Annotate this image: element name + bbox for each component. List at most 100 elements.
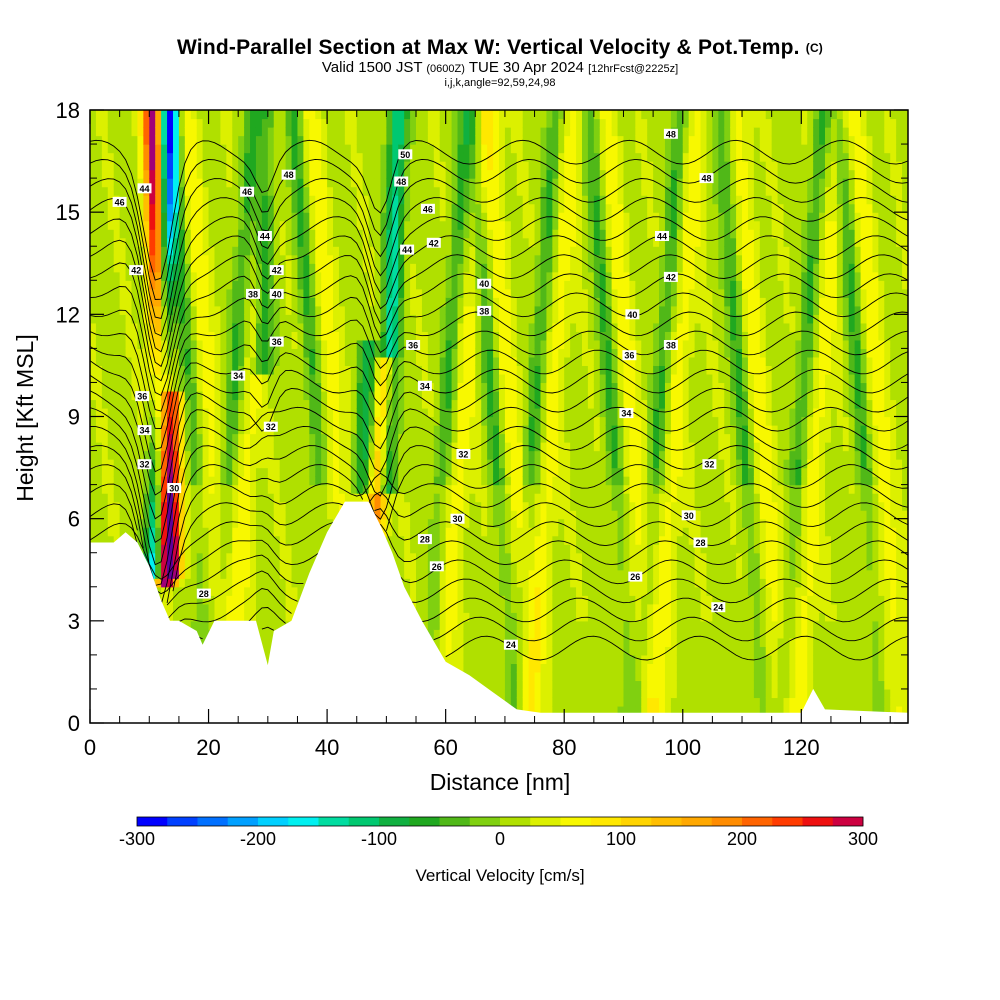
velocity-cell: [95, 450, 103, 460]
velocity-cell: [149, 476, 156, 486]
velocity-cell: [161, 322, 168, 332]
velocity-cell: [238, 118, 245, 128]
velocity-cell: [190, 552, 198, 562]
velocity-cell: [273, 118, 281, 128]
velocity-cell: [481, 348, 488, 358]
velocity-cell: [344, 186, 352, 196]
velocity-cell: [255, 314, 263, 324]
velocity-cell: [125, 118, 133, 128]
velocity-cell: [297, 450, 304, 460]
velocity-cell: [131, 425, 139, 435]
velocity-cell: [161, 127, 168, 137]
velocity-cell: [244, 382, 251, 392]
velocity-cell: [125, 433, 133, 443]
velocity-cell: [131, 237, 139, 247]
velocity-cell: [380, 399, 387, 409]
velocity-cell: [374, 195, 382, 205]
velocity-cell: [273, 433, 281, 443]
velocity-cell: [350, 212, 358, 222]
velocity-cell: [368, 425, 376, 435]
velocity-cell: [309, 186, 316, 196]
velocity-cell: [439, 637, 447, 647]
chart-title: Wind-Parallel Section at Max W: Vertical…: [176, 36, 800, 59]
velocity-cell: [439, 271, 447, 281]
velocity-cell: [291, 152, 299, 162]
velocity-cell: [137, 152, 144, 162]
velocity-cell: [338, 476, 346, 486]
velocity-cell: [457, 195, 465, 205]
velocity-cell: [214, 373, 222, 384]
velocity-cell: [469, 578, 476, 588]
velocity-cell: [244, 612, 251, 622]
velocity-cell: [487, 390, 494, 401]
velocity-cell: [261, 476, 269, 486]
velocity-cell: [398, 459, 405, 469]
velocity-cell: [380, 220, 387, 230]
velocity-cell: [273, 212, 281, 222]
velocity-cell: [90, 535, 97, 545]
velocity-cell: [232, 365, 239, 375]
velocity-cell: [190, 195, 198, 205]
velocity-cell: [303, 280, 310, 290]
velocity-cell: [261, 544, 269, 554]
velocity-cell: [255, 305, 263, 315]
velocity-cell: [457, 603, 465, 613]
velocity-cell: [433, 254, 441, 264]
velocity-cell: [321, 297, 328, 307]
velocity-cell: [463, 442, 470, 452]
velocity-cell: [439, 484, 447, 494]
velocity-cell: [226, 442, 233, 452]
velocity-cell: [250, 382, 257, 392]
velocity-cell: [291, 416, 299, 426]
velocity-cell: [190, 459, 198, 469]
velocity-cell: [362, 407, 370, 418]
velocity-cell: [143, 348, 150, 358]
velocity-cell: [244, 569, 251, 579]
velocity-cell: [439, 476, 447, 486]
velocity-cell: [238, 195, 245, 205]
velocity-cell: [338, 493, 346, 503]
velocity-cell: [90, 416, 97, 426]
velocity-cell: [101, 373, 109, 384]
velocity-cell: [386, 135, 393, 145]
velocity-cell: [439, 254, 447, 264]
velocity-cell: [433, 484, 441, 494]
velocity-cell: [398, 110, 405, 120]
velocity-cell: [416, 459, 423, 469]
velocity-cell: [90, 178, 97, 188]
velocity-cell: [309, 407, 316, 418]
velocity-cell: [161, 118, 168, 128]
velocity-cell: [125, 442, 133, 452]
velocity-cell: [321, 144, 328, 154]
velocity-cell: [421, 161, 429, 171]
velocity-cell: [481, 161, 488, 171]
velocity-cell: [161, 561, 168, 571]
velocity-cell: [410, 425, 417, 435]
velocity-cell: [149, 365, 156, 375]
velocity-cell: [457, 416, 465, 426]
velocity-cell: [487, 178, 494, 188]
velocity-cell: [463, 390, 470, 401]
velocity-cell: [350, 127, 358, 137]
velocity-cell: [279, 382, 287, 392]
velocity-cell: [261, 620, 269, 630]
velocity-cell: [386, 510, 393, 520]
velocity-cell: [303, 186, 310, 196]
velocity-cell: [445, 144, 453, 154]
velocity-cell: [445, 620, 453, 630]
velocity-cell: [267, 144, 275, 154]
velocity-cell: [196, 467, 204, 477]
velocity-cell: [416, 178, 423, 188]
velocity-cell: [487, 169, 494, 179]
velocity-cell: [297, 263, 304, 273]
velocity-cell: [416, 425, 423, 435]
velocity-cell: [143, 356, 150, 367]
velocity-cell: [374, 305, 382, 315]
velocity-cell: [220, 561, 227, 571]
velocity-cell: [261, 416, 269, 426]
velocity-cell: [184, 552, 192, 562]
velocity-cell: [172, 314, 180, 324]
velocity-cell: [338, 399, 346, 409]
velocity-cell: [226, 459, 233, 469]
velocity-cell: [190, 365, 198, 375]
